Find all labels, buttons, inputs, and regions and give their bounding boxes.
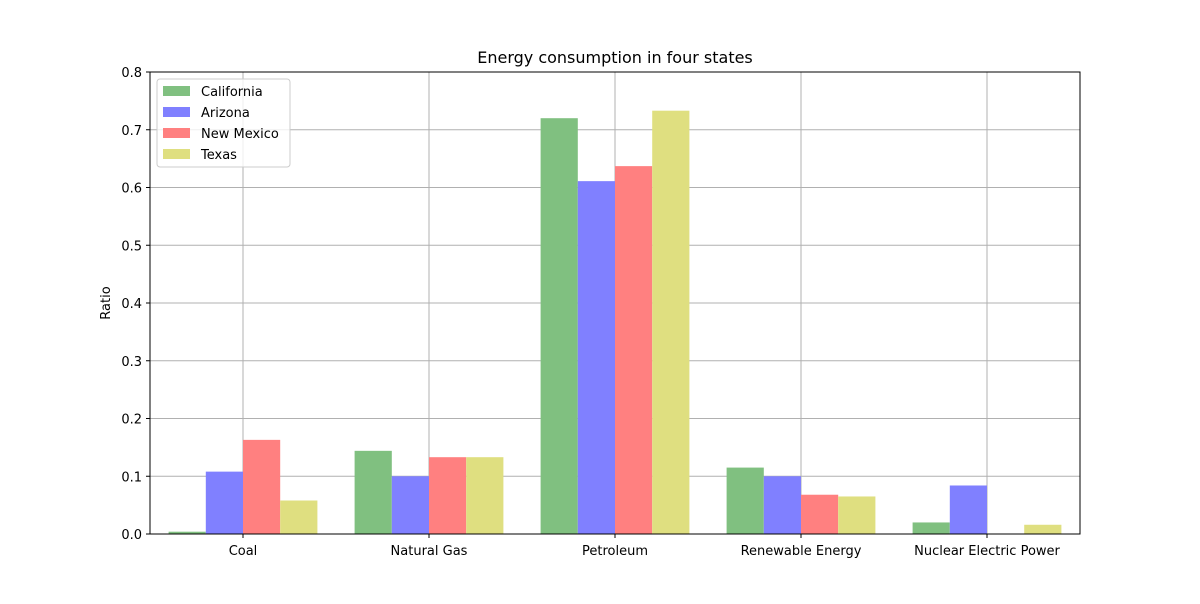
y-tick-label: 0.0 [121,528,142,543]
y-tick-label: 0.6 [121,182,142,197]
bar [801,494,839,534]
bar [763,476,801,534]
legend-label: Texas [200,148,237,163]
x-tick-label: Renewable Energy [741,544,862,559]
chart-title: Energy consumption in four states [477,48,753,67]
y-tick-label: 0.2 [121,413,142,428]
bar [577,181,615,534]
bar [949,485,987,534]
bar [615,166,653,534]
bar [429,457,467,534]
x-tick-label: Nuclear Electric Power [914,544,1060,559]
legend: California Arizona New Mexico Texas [156,78,291,168]
series-arizona [205,181,987,534]
legend-label: New Mexico [201,127,279,142]
y-tick-label: 0.1 [121,470,142,485]
x-tick-label: Natural Gas [391,544,468,559]
legend-swatch [163,107,190,117]
x-tick-label: Petroleum [582,544,648,559]
bars [168,110,1062,534]
bar [838,496,876,534]
bar [280,500,318,534]
legend-swatch [163,128,190,138]
y-tick-label: 0.4 [121,297,142,312]
legend-label: Arizona [201,106,250,121]
y-tick-label: 0.7 [121,124,142,139]
x-axis-ticks: Coal Natural Gas Petroleum Renewable Energy… [229,534,1061,559]
y-axis-ticks: 0.0 0.1 0.2 0.3 0.4 0.5 0.6 0.7 0.8 [121,66,150,543]
bar [540,118,578,534]
bar [354,450,392,534]
legend-swatch [163,149,190,159]
bar [168,531,206,534]
series-texas [280,110,1062,534]
bar [912,522,950,534]
bar [466,457,504,534]
legend-box [156,78,291,168]
legend-swatch [163,86,190,96]
bar [652,110,690,534]
x-tick-label: Coal [229,544,258,559]
series-new-mexico [243,166,839,534]
y-tick-label: 0.3 [121,355,142,370]
series-california [168,118,950,534]
bar [205,471,243,534]
y-tick-label: 0.5 [121,239,142,254]
legend-label: California [201,85,263,100]
bar [1024,524,1062,534]
bar [391,476,429,534]
bar [243,439,281,534]
y-tick-label: 0.8 [121,66,142,81]
bar [726,467,764,534]
y-axis-label: Ratio [99,286,114,319]
